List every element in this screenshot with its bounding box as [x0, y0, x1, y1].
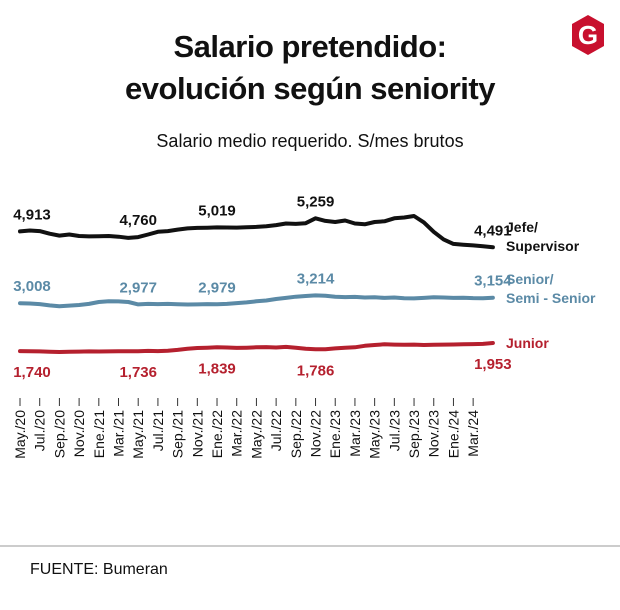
x-tick-label: Nov./22	[308, 410, 324, 457]
chart-subtitle: Salario medio requerido. S/mes brutos	[156, 131, 464, 151]
data-label: 1,786	[297, 362, 335, 379]
x-tick-label: May./21	[130, 410, 146, 459]
series-line	[18, 214, 495, 250]
x-tick-label: Sep./22	[288, 410, 304, 458]
x-tick-label: May./22	[248, 410, 264, 459]
x-tick-label: May./23	[367, 410, 383, 459]
data-label: 4,913	[13, 206, 51, 223]
data-label: 2,977	[119, 279, 157, 296]
legend-label: Jefe/ Supervisor	[506, 219, 580, 255]
x-tick-label: Ene./21	[91, 410, 107, 458]
x-tick-label: May./20	[12, 410, 28, 459]
source: FUENTE: Bumeran	[30, 561, 168, 578]
data-label: 3,214	[297, 270, 335, 287]
data-label: 1,736	[119, 364, 157, 381]
legend-label: Senior/ Semi - Senior	[506, 271, 596, 307]
x-tick-label: Jul./23	[386, 410, 402, 451]
data-label: 1,740	[13, 364, 51, 381]
data-label: 1,953	[474, 356, 512, 373]
x-tick-label: Nov./21	[189, 410, 205, 457]
x-tick-label: Jul./20	[32, 410, 48, 451]
series-line	[18, 341, 495, 354]
data-label: 4,760	[119, 212, 157, 229]
x-tick-label: Jul./22	[268, 410, 284, 451]
logo-badge	[572, 15, 604, 55]
x-tick-label: Ene./24	[445, 410, 461, 458]
data-label: 2,979	[198, 279, 236, 296]
data-label: 4,491	[474, 222, 512, 239]
logo: G	[578, 20, 598, 50]
x-tick-label: Ene./22	[209, 410, 225, 458]
x-tick-label: Mar./22	[229, 410, 245, 457]
x-tick-label: Mar./21	[111, 410, 127, 457]
x-tick-label: Mar./24	[465, 410, 481, 457]
x-tick-label: Jul./21	[150, 410, 166, 451]
data-label: 3,008	[13, 278, 51, 295]
data-label: 3,154	[474, 273, 512, 290]
chart-title: Salario pretendido: evolución según seni…	[125, 29, 495, 106]
series-line	[18, 293, 495, 309]
data-label: 1,839	[198, 360, 236, 377]
x-tick-label: Nov./20	[71, 410, 87, 457]
x-tick-label: Nov./23	[426, 410, 442, 457]
x-tick-label: Ene./23	[327, 410, 343, 458]
x-tick-label: Sep./20	[51, 410, 67, 458]
x-tick-label: Sep./23	[406, 410, 422, 458]
data-label: 5,019	[198, 202, 236, 219]
legend-label: Junior	[506, 334, 549, 351]
data-label: 5,259	[297, 193, 335, 210]
x-tick-label: Mar./23	[347, 410, 363, 457]
x-tick-label: Sep./21	[170, 410, 186, 458]
